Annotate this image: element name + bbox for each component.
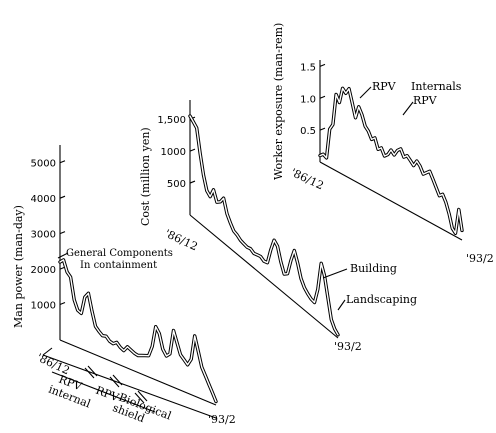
y-tick-mark — [59, 302, 66, 306]
x-end-label: '93/2 — [334, 340, 362, 353]
series-line-core — [189, 115, 339, 336]
panel-worker-exposure: 0.5 1.0 1.5 '86/12 '93/2 — [289, 60, 494, 265]
y-tick-mark — [59, 231, 66, 235]
series-line — [318, 86, 464, 235]
panel-cost: 500 1000 1,500 '86/12 '93/2 — [157, 100, 362, 353]
x-end-label: '93/2 — [208, 413, 236, 426]
y-tick-label: 1000 — [161, 147, 186, 158]
y-tick-label: 0.5 — [300, 126, 316, 137]
y-tick-label: 1,500 — [157, 115, 186, 126]
y-tick-mark — [319, 63, 326, 67]
y-tick-mark — [189, 180, 196, 184]
x-axis-line — [59, 339, 217, 406]
annotation-rpv-top: RPV — [372, 80, 397, 93]
y-tick-label: 1.5 — [300, 62, 316, 73]
annotation-landscaping: Landscaping — [346, 293, 417, 306]
y-axis-title-man-power: Man power (man-day) — [12, 205, 25, 328]
y-tick-mark — [319, 95, 326, 99]
y-tick-label: 1.0 — [300, 94, 316, 105]
annotation-rpv-internals: RPV — [413, 94, 438, 107]
y-tick-label: 3000 — [31, 230, 56, 241]
annotation-building: Building — [350, 262, 397, 275]
y-tick-label: 2000 — [31, 265, 56, 276]
series-line — [188, 114, 340, 337]
y-tick-mark — [59, 160, 66, 164]
x-axis-line — [189, 214, 339, 339]
y-axis-title-cost: Cost (million yen) — [139, 127, 152, 226]
y-tick-label: 500 — [167, 179, 186, 190]
y-axis-title-worker-exposure: Worker exposure (man-rem) — [272, 23, 285, 180]
phase-rpv-internal: RPVinternal — [47, 371, 98, 411]
y-tick-mark — [59, 195, 66, 199]
series-line-core — [319, 87, 463, 234]
x-end-label: '93/2 — [466, 252, 494, 265]
y-tick-mark — [319, 127, 326, 131]
x-axis-line — [319, 161, 463, 241]
y-tick-mark — [189, 148, 196, 152]
x-start-label: '86/12 — [289, 166, 326, 192]
annotation-internals: Internals — [411, 80, 462, 93]
y-tick-label: 5000 — [31, 159, 56, 170]
annotation-general-components: General Components — [66, 248, 173, 259]
chart-labels: Man power (man-day) Cost (million yen) W… — [12, 23, 462, 426]
series-line-core — [59, 259, 217, 403]
y-tick-label: 1000 — [31, 301, 56, 312]
annotation-in-containment: In containment — [80, 260, 157, 271]
y-tick-label: 4000 — [31, 194, 56, 205]
